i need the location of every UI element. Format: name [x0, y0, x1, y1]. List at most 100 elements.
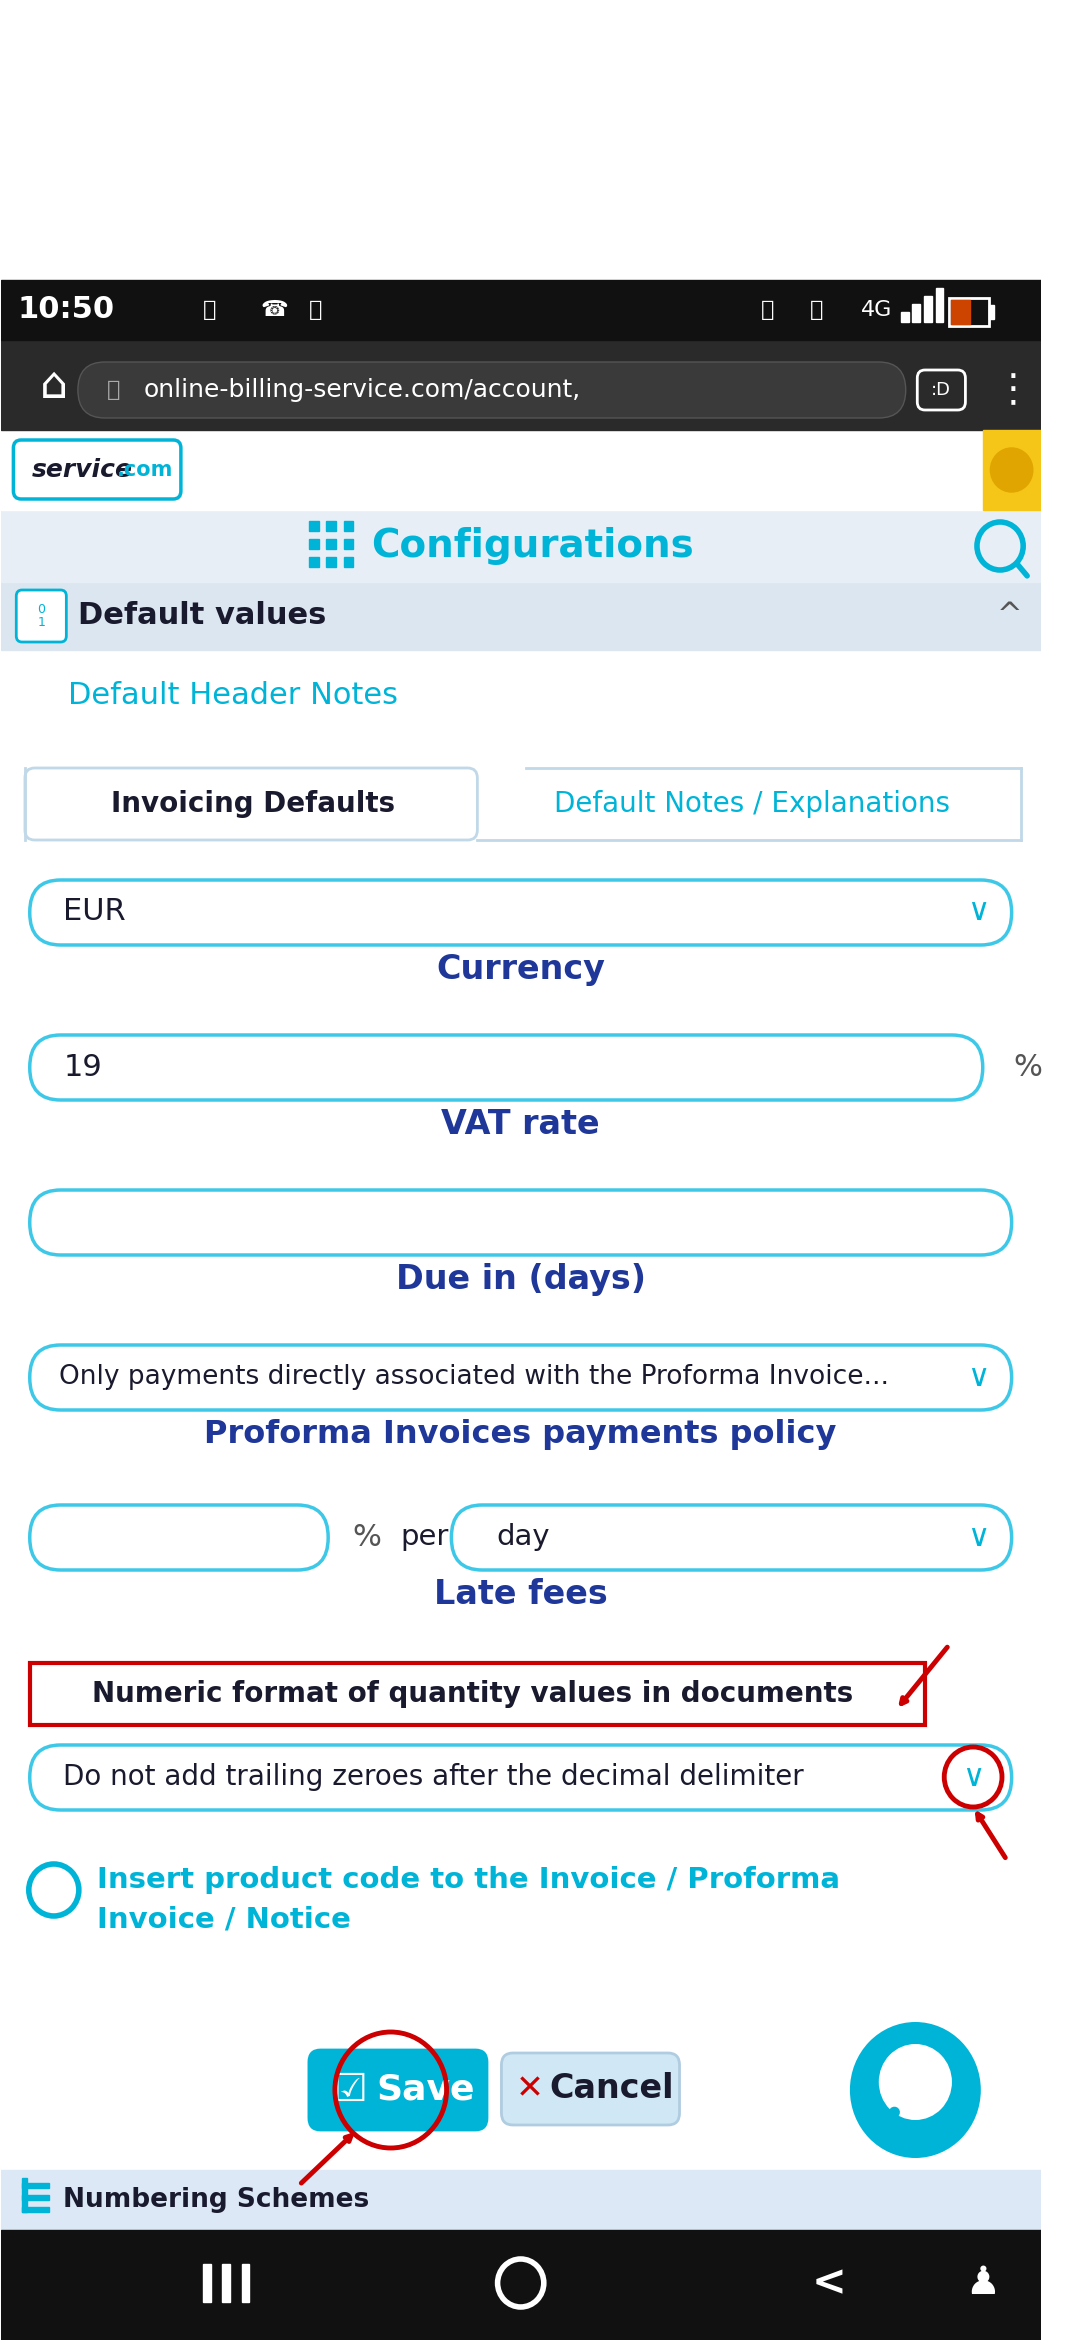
- FancyBboxPatch shape: [13, 440, 180, 498]
- Text: Default Notes / Explanations: Default Notes / Explanations: [554, 791, 949, 819]
- Bar: [22, 2179, 27, 2211]
- FancyBboxPatch shape: [501, 2052, 679, 2125]
- FancyBboxPatch shape: [25, 768, 477, 840]
- Text: Proforma Invoices payments policy: Proforma Invoices payments policy: [204, 1420, 837, 1451]
- Text: Numeric format of quantity values in documents: Numeric format of quantity values in doc…: [92, 1680, 853, 1708]
- Text: 4G: 4G: [861, 300, 892, 321]
- Text: per: per: [401, 1523, 448, 1551]
- Text: .com: .com: [117, 461, 173, 480]
- Text: ☎: ☎: [260, 300, 288, 321]
- Text: 19: 19: [64, 1053, 103, 1081]
- FancyBboxPatch shape: [30, 1746, 1012, 1811]
- Text: ∨: ∨: [967, 1523, 989, 1551]
- Text: ⌂: ⌂: [39, 363, 68, 407]
- Text: ∨: ∨: [967, 899, 989, 927]
- Text: <: <: [811, 2263, 846, 2305]
- Text: ⋮: ⋮: [994, 372, 1032, 410]
- Bar: [1, 1970, 1040, 2169]
- Text: Default values: Default values: [78, 601, 326, 629]
- Text: Do not add trailing zeroes after the decimal delimiter: Do not add trailing zeroes after the dec…: [64, 1762, 805, 1790]
- FancyBboxPatch shape: [30, 1034, 983, 1100]
- FancyBboxPatch shape: [30, 1505, 328, 1570]
- Text: VAT rate: VAT rate: [442, 1109, 600, 1142]
- Bar: [951, 300, 970, 323]
- Bar: [935, 288, 943, 323]
- Bar: [1, 2230, 1040, 2340]
- Bar: [326, 522, 336, 531]
- Text: Only payments directly associated with the Proforma Invoice...: Only payments directly associated with t…: [58, 1364, 889, 1390]
- Text: :D: :D: [931, 381, 951, 400]
- Circle shape: [850, 2022, 981, 2157]
- Text: Currency: Currency: [436, 952, 605, 987]
- Bar: [326, 538, 336, 550]
- Bar: [1, 510, 1040, 583]
- Text: ^: ^: [997, 601, 1023, 629]
- FancyBboxPatch shape: [30, 1191, 1012, 1254]
- Text: online-billing-service.com/account,: online-billing-service.com/account,: [144, 379, 581, 402]
- Text: ♟: ♟: [966, 2265, 1000, 2303]
- Bar: [222, 2265, 230, 2303]
- Bar: [309, 557, 319, 566]
- Bar: [949, 297, 989, 325]
- Text: Invoice / Notice: Invoice / Notice: [97, 1907, 351, 1933]
- FancyArrowPatch shape: [878, 2113, 894, 2132]
- Bar: [343, 538, 353, 550]
- FancyBboxPatch shape: [451, 1505, 1012, 1570]
- Bar: [343, 557, 353, 566]
- Bar: [983, 431, 1040, 510]
- Text: 0
1: 0 1: [38, 604, 45, 629]
- Text: Invoicing Defaults: Invoicing Defaults: [111, 791, 395, 819]
- Bar: [1, 339, 1040, 431]
- Text: ☑: ☑: [333, 2071, 368, 2108]
- Bar: [30, 1664, 924, 1725]
- Bar: [22, 2183, 49, 2188]
- FancyBboxPatch shape: [30, 880, 1012, 945]
- Text: Late fees: Late fees: [434, 1580, 608, 1612]
- Text: ⏰: ⏰: [761, 300, 774, 321]
- Text: 10:50: 10:50: [17, 295, 114, 325]
- Text: Cancel: Cancel: [550, 2073, 674, 2106]
- Bar: [1, 431, 1040, 510]
- Text: Save: Save: [376, 2073, 475, 2106]
- Text: EUR: EUR: [64, 899, 126, 927]
- Circle shape: [944, 1748, 1002, 1806]
- Text: Due in (days): Due in (days): [395, 1264, 646, 1296]
- Text: 🖼: 🖼: [203, 300, 216, 321]
- Bar: [343, 522, 353, 531]
- FancyBboxPatch shape: [309, 2050, 487, 2129]
- Text: service: service: [31, 459, 133, 482]
- Bar: [203, 2265, 211, 2303]
- Bar: [924, 295, 932, 323]
- Text: ∨: ∨: [962, 1762, 984, 1792]
- Bar: [22, 2195, 49, 2200]
- Text: ⏱: ⏱: [309, 300, 322, 321]
- Bar: [326, 557, 336, 566]
- FancyBboxPatch shape: [16, 590, 66, 641]
- Text: %: %: [352, 1523, 381, 1551]
- Bar: [1, 583, 1040, 651]
- FancyBboxPatch shape: [30, 1346, 1012, 1411]
- Bar: [901, 311, 908, 323]
- Bar: [1, 281, 1040, 339]
- Text: Numbering Schemes: Numbering Schemes: [64, 2188, 369, 2214]
- Bar: [309, 522, 319, 531]
- Bar: [989, 304, 995, 318]
- Bar: [1, 590, 1040, 2169]
- Text: 🔕: 🔕: [810, 300, 823, 321]
- Text: %: %: [1013, 1053, 1042, 1081]
- Bar: [309, 538, 319, 550]
- Text: Default Header Notes: Default Header Notes: [68, 681, 399, 709]
- Text: Configurations: Configurations: [372, 526, 694, 564]
- Text: day: day: [497, 1523, 550, 1551]
- FancyBboxPatch shape: [78, 363, 906, 419]
- Bar: [913, 304, 920, 323]
- Text: ∨: ∨: [967, 1362, 989, 1392]
- Text: 🔒: 🔒: [107, 379, 120, 400]
- Text: ✕: ✕: [516, 2073, 544, 2106]
- Bar: [22, 2207, 49, 2211]
- Circle shape: [990, 447, 1032, 491]
- Circle shape: [29, 1865, 79, 1916]
- Bar: [242, 2265, 249, 2303]
- Text: Insert product code to the Invoice / Proforma: Insert product code to the Invoice / Pro…: [97, 1865, 840, 1893]
- FancyArrowPatch shape: [1017, 564, 1027, 576]
